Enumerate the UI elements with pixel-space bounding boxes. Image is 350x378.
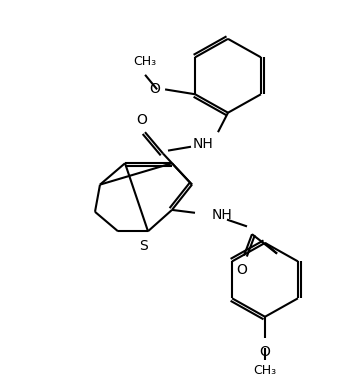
Text: O: O bbox=[260, 345, 271, 359]
Text: NH: NH bbox=[212, 208, 233, 222]
Text: O: O bbox=[237, 263, 247, 277]
Text: O: O bbox=[149, 82, 160, 96]
Text: CH₃: CH₃ bbox=[253, 364, 276, 377]
Text: CH₃: CH₃ bbox=[134, 55, 157, 68]
Text: S: S bbox=[139, 239, 147, 253]
Text: NH: NH bbox=[193, 137, 214, 151]
Text: O: O bbox=[136, 113, 147, 127]
